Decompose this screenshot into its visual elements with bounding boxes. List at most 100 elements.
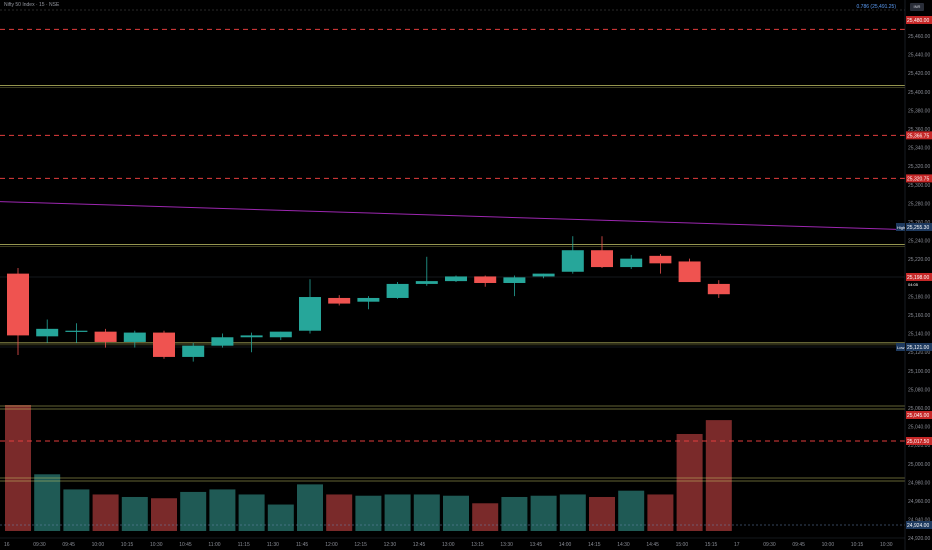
candle[interactable] (36, 319, 59, 343)
volume-bar (297, 484, 323, 531)
candle[interactable] (678, 258, 701, 283)
candle[interactable] (386, 282, 409, 299)
high-tag-bg (906, 223, 932, 231)
time-tick-label: 12:15 (354, 542, 367, 548)
last-price-tag-bg (906, 273, 932, 281)
time-tick-label: 12:30 (384, 542, 397, 548)
low-tag-text: 25,121.00 (907, 345, 929, 351)
high-tag: High 25,255.30 (896, 223, 932, 231)
candle[interactable] (415, 256, 438, 286)
candle[interactable] (357, 296, 380, 310)
candle-body (415, 281, 438, 284)
price-tick-label: 24,920.00 (908, 536, 930, 542)
candle-body (445, 276, 467, 282)
currency-badge[interactable]: INR (910, 3, 924, 11)
time-axis: 16 09:30 09:45 10:00 10:15 10:30 10:45 11:00 11:… (0, 537, 905, 548)
trendline[interactable] (0, 201, 906, 231)
volume-bar (34, 474, 61, 531)
candle[interactable] (445, 275, 467, 283)
candle-body (561, 250, 584, 272)
candle-body (240, 335, 263, 338)
candle[interactable] (620, 254, 643, 269)
candle-body (503, 277, 526, 283)
price-tick-label: 25,440.00 (908, 53, 930, 59)
volume-tag-1: 25,045.00 (906, 411, 932, 419)
price-tick-label: 25,280.00 (908, 201, 930, 207)
time-tick-label: 10:15 (121, 542, 134, 548)
candle[interactable] (328, 295, 351, 306)
candle[interactable] (561, 236, 584, 274)
last-time-label: 04:05 (908, 282, 919, 287)
time-tick-label: 16 (4, 542, 10, 548)
volume-bar (121, 496, 148, 531)
candle[interactable] (474, 275, 497, 287)
candle[interactable] (269, 331, 292, 341)
time-tick-label: 09:45 (792, 542, 805, 548)
time-tick-label: 10:00 (92, 542, 105, 548)
time-tick-label: 13:30 (500, 542, 513, 548)
volume-bar (209, 489, 236, 531)
candle-body (591, 250, 613, 268)
candle[interactable] (7, 268, 29, 356)
level-lines (0, 0, 906, 550)
candle[interactable] (649, 253, 672, 274)
volume-bar (384, 494, 411, 531)
volume-bar (589, 496, 615, 531)
resistance-tag-2: 25,366.75 (906, 131, 932, 140)
time-tick-label: 10:00 (822, 542, 835, 548)
price-tick-label: 25,160.00 (908, 313, 930, 319)
candle[interactable] (299, 279, 321, 334)
time-tick-label: 11:30 (267, 542, 279, 548)
volume-bar (413, 494, 440, 531)
resistance-tag-1-bg (906, 16, 932, 24)
volume-tag-1-text: 25,045.00 (907, 413, 929, 419)
candle-body (386, 283, 409, 298)
time-tick-label: 09:30 (33, 542, 46, 548)
price-axis: 25,460.00 25,440.00 25,420.00 25,400.00 25,3… (896, 16, 932, 542)
price-tick-label: 24,940.00 (908, 518, 930, 524)
price-tick-label: 25,080.00 (908, 387, 930, 393)
candle[interactable] (153, 330, 175, 359)
price-tick-label: 25,100.00 (908, 369, 930, 375)
low-tag-prefix: Low (897, 345, 904, 350)
time-tick-label: 11:15 (238, 542, 250, 548)
candle[interactable] (123, 330, 146, 348)
candle-body (36, 328, 59, 337)
candle-body (299, 297, 321, 331)
price-tick-label: 25,120.00 (908, 350, 930, 356)
candle[interactable] (591, 236, 613, 269)
resistance-tag-3: 25,320.75 (906, 174, 932, 183)
high-tag-prefix: High (897, 225, 905, 230)
volume-bar (92, 494, 119, 531)
candle[interactable] (94, 328, 117, 348)
last-price-tag-text: 25,198.00 (907, 275, 929, 281)
low-tag: Low 25,121.00 (896, 343, 932, 351)
time-tick-label: 10:45 (179, 542, 192, 548)
price-tick-label: 25,060.00 (908, 406, 930, 412)
volume-bar (647, 494, 674, 531)
price-tick-label: 25,140.00 (908, 332, 930, 338)
volume-tag-2: 25,017.50 (906, 437, 932, 445)
price-tick-label: 25,300.00 (908, 183, 930, 189)
price-tick-label: 24,960.00 (908, 499, 930, 505)
volume-bar (618, 490, 645, 531)
candle[interactable] (182, 342, 205, 362)
candle[interactable] (532, 273, 555, 279)
candle[interactable] (707, 280, 730, 298)
time-tick-label: 14:15 (588, 542, 601, 548)
candle[interactable] (240, 332, 263, 353)
candle-body (211, 337, 234, 346)
volume-bar (326, 494, 353, 531)
price-tick-label: 25,180.00 (908, 294, 930, 300)
candle[interactable] (65, 323, 88, 343)
volume-bar (676, 433, 703, 531)
time-tick-label: 09:30 (763, 542, 776, 548)
candle[interactable] (503, 275, 526, 297)
candle[interactable] (211, 333, 234, 348)
volume-bar (530, 495, 557, 531)
candle-body (328, 297, 351, 304)
price-tick-label: 25,400.00 (908, 90, 930, 96)
volume-tag-2-text: 25,017.50 (907, 439, 929, 445)
candle-body (357, 297, 380, 302)
